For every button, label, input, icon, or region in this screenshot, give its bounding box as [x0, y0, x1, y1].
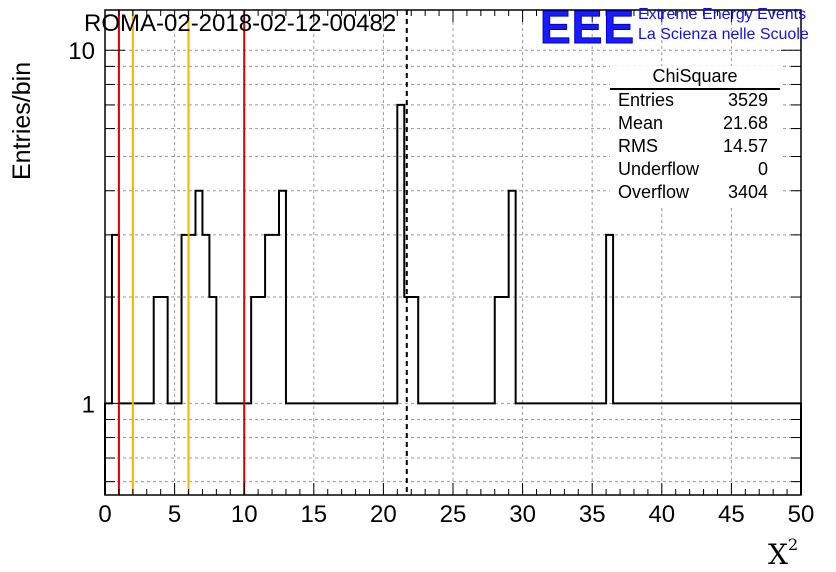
histogram-bin — [411, 297, 418, 495]
stats-label: Overflow — [618, 182, 690, 202]
stats-row-mean: Mean 21.68 — [610, 113, 780, 136]
stats-row-underflow: Underflow 0 — [610, 159, 780, 182]
stats-value: 14.57 — [722, 136, 768, 156]
histogram-bin — [606, 235, 613, 495]
x-tick-label: 20 — [370, 501, 397, 528]
logo-line-2: La Scienza nelle Scuole — [638, 26, 809, 43]
histogram-bin — [272, 235, 279, 495]
x-axis-label: X2 — [768, 535, 798, 571]
logo-line-1: Extreme Energy Events — [638, 6, 807, 23]
histogram-bin — [279, 191, 286, 495]
stats-label: Mean — [618, 113, 664, 133]
x-axis-label-superscript: 2 — [787, 535, 799, 554]
stats-label: RMS — [618, 136, 658, 156]
histogram-bin — [397, 105, 404, 495]
stats-value: 3529 — [727, 90, 768, 110]
x-tick-label: 10 — [231, 501, 258, 528]
histogram-bin — [502, 297, 509, 495]
stats-title: ChiSquare — [610, 66, 780, 90]
x-tick-label: 45 — [718, 501, 745, 528]
histogram-series-line — [104, 103, 802, 495]
chart-title: ROMA-02-2018-02-12-00482 — [84, 10, 397, 37]
stats-row-entries: Entries 3529 — [610, 90, 780, 113]
stats-value: 21.68 — [722, 113, 768, 133]
y-tick-label: 1 — [82, 391, 95, 418]
stats-label: Underflow — [618, 159, 700, 179]
y-tick-label: 10 — [68, 38, 95, 65]
eee-logo-mark: EEE — [539, 1, 636, 54]
histogram-bin — [265, 235, 272, 495]
stats-label: Entries — [618, 90, 675, 110]
histogram-bin — [251, 297, 258, 495]
y-axis-label: Entries/bin — [8, 61, 36, 180]
histogram-bin — [112, 235, 119, 495]
histogram-bin — [195, 191, 202, 495]
histogram-bin — [258, 297, 265, 495]
stats-value: 3404 — [727, 182, 768, 202]
x-tick-label: 50 — [788, 501, 815, 528]
histogram-bin — [509, 191, 516, 495]
histogram-bin — [161, 297, 168, 495]
x-axis-label-base: X — [768, 538, 788, 571]
x-tick-label: 5 — [168, 501, 181, 528]
histogram-bin — [189, 235, 196, 495]
stats-row-rms: RMS 14.57 — [610, 136, 780, 159]
stats-value: 0 — [757, 159, 768, 179]
x-tick-label: 40 — [648, 501, 675, 528]
x-tick-label: 30 — [509, 501, 536, 528]
histogram-bin — [209, 297, 216, 495]
stats-box: ChiSquare Entries 3529 Mean 21.68 RMS 14.57… — [610, 66, 780, 205]
histogram-bin — [182, 235, 189, 495]
stats-row-overflow: Overflow 3404 — [610, 182, 780, 205]
x-tick-label: 35 — [579, 501, 606, 528]
x-tick-label: 15 — [300, 501, 327, 528]
histogram-bin — [202, 235, 209, 495]
x-tick-label: 0 — [98, 501, 111, 528]
x-tick-label: 25 — [440, 501, 467, 528]
histogram-bin — [495, 297, 502, 495]
histogram-bin — [154, 297, 161, 495]
